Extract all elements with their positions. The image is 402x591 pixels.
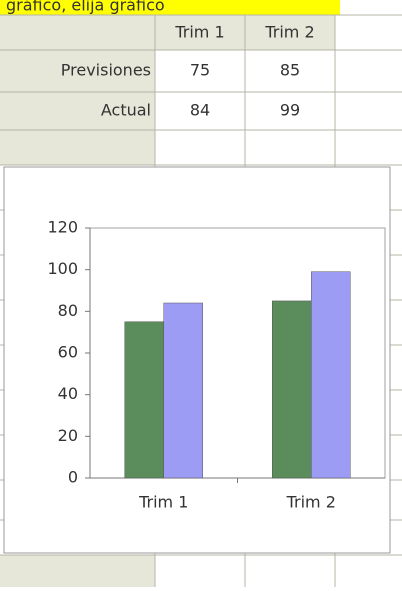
cell: 75 [190,61,210,80]
cell: 84 [190,101,210,120]
bar [272,300,312,479]
y-tick-label: 80 [58,301,78,320]
bar [311,271,351,479]
y-tick-label: 40 [58,384,78,403]
cell: 85 [280,61,300,80]
sheet [0,15,335,587]
x-tick-label: Trim 2 [286,493,336,512]
y-tick-label: 0 [68,468,78,487]
y-tick-label: 60 [58,343,78,362]
y-tick-label: 20 [58,426,78,445]
column-header: Trim 1 [174,23,224,42]
cell: 99 [280,101,300,120]
row-header-bottom [0,555,155,587]
bar [163,302,203,479]
column-header: Trim 2 [264,23,314,42]
row-header-col [0,15,155,165]
bar [124,321,164,479]
x-tick-label: Trim 1 [138,493,188,512]
row-label: Actual [101,101,151,120]
banner-text: gráfico, elija gráfico [6,0,165,15]
y-tick-label: 120 [47,218,78,237]
banner [0,0,340,15]
y-tick-label: 100 [47,259,78,278]
row-label: Previsiones [61,61,151,80]
